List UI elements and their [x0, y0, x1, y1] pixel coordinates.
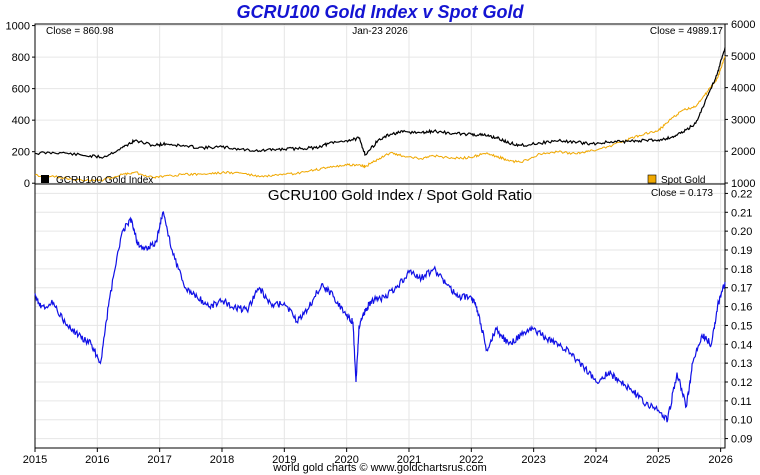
legend-index-swatch [41, 175, 49, 183]
ratio-series-line [34, 211, 726, 423]
bottom-panel-frame [34, 183, 726, 449]
ratio-tick-label: 0.22 [731, 188, 752, 200]
bottom-panel-grid [34, 184, 725, 448]
ratio-tick-label: 0.14 [731, 339, 752, 351]
ratio-close-label: Close = 0.173 [651, 188, 713, 199]
top-panel-frame [34, 23, 726, 185]
right-tick-label: 3000 [731, 114, 755, 126]
legend-spot-gold-swatch [647, 174, 657, 184]
footer-credit: world gold charts © www.goldchartsrus.co… [273, 462, 487, 474]
right-tick-label: 6000 [731, 19, 755, 31]
x-tick-label: 2021 [397, 454, 421, 466]
right-axis-ticks: 1000 2000 3000 4000 5000 6000 [725, 19, 755, 190]
right-tick-label: 1000 [731, 178, 755, 190]
x-tick-label: 2015 [23, 454, 47, 466]
x-tick-label: 2020 [334, 454, 358, 466]
ratio-tick-label: 0.13 [731, 358, 752, 370]
ratio-tick-label: 0.09 [731, 434, 752, 446]
ratio-tick-label: 0.18 [731, 264, 752, 276]
x-tick-label: 2023 [521, 454, 545, 466]
x-tick-label: 2019 [272, 454, 296, 466]
legend-spot-gold-label: Spot Gold [661, 175, 705, 186]
ratio-tick-label: 0.16 [731, 302, 752, 314]
top-date-label: Jan-23 2026 [352, 26, 408, 37]
left-tick-label: 800 [12, 52, 30, 64]
left-tick-label: 400 [12, 115, 30, 127]
x-tick-label: 2025 [646, 454, 670, 466]
ratio-tick-label: 0.21 [731, 207, 752, 219]
left-tick-label: 600 [12, 84, 30, 96]
ratio-axis-ticks: 0.09 0.10 0.11 0.12 0.13 0.14 0.15 0.16 0.17 0.18… [725, 188, 752, 446]
ratio-tick-label: 0.15 [731, 320, 752, 332]
x-tick-label: 2017 [147, 454, 171, 466]
top-close-left: Close = 860.98 [46, 26, 114, 37]
page-title: GCRU100 Gold Index v Spot Gold [236, 2, 524, 22]
ratio-tick-label: 0.12 [731, 377, 752, 389]
right-tick-label: 5000 [731, 51, 755, 63]
ratio-tick-label: 0.20 [731, 226, 752, 238]
legend-index-label: GCRU100 Gold Index [56, 175, 153, 186]
ratio-panel-title: GCRU100 Gold Index / Spot Gold Ratio [268, 187, 532, 204]
right-tick-label: 2000 [731, 146, 755, 158]
ratio-tick-label: 0.19 [731, 245, 752, 257]
left-tick-label: 1000 [6, 21, 30, 33]
x-tick-label: 2016 [85, 454, 109, 466]
x-tick-label: 2026 [708, 454, 732, 466]
left-axis-ticks: 0 200 400 600 800 1000 [6, 21, 35, 190]
top-close-right: Close = 4989.17 [650, 26, 724, 37]
x-tick-label: 2024 [584, 454, 608, 466]
ratio-tick-label: 0.10 [731, 415, 752, 427]
x-tick-label: 2022 [459, 454, 483, 466]
right-tick-label: 4000 [731, 83, 755, 95]
left-tick-label: 0 [24, 178, 30, 190]
ratio-tick-label: 0.11 [731, 396, 752, 408]
top-panel-grid [34, 24, 725, 184]
ratio-tick-label: 0.17 [731, 283, 752, 295]
spot-gold-series-line [34, 56, 726, 182]
x-tick-label: 2018 [210, 454, 234, 466]
x-axis-ticks: 2015 2016 2017 2018 2019 2020 2021 2022 2023 2024… [23, 448, 733, 466]
gcru100-index-series-line [34, 47, 726, 159]
left-tick-label: 200 [12, 147, 30, 159]
